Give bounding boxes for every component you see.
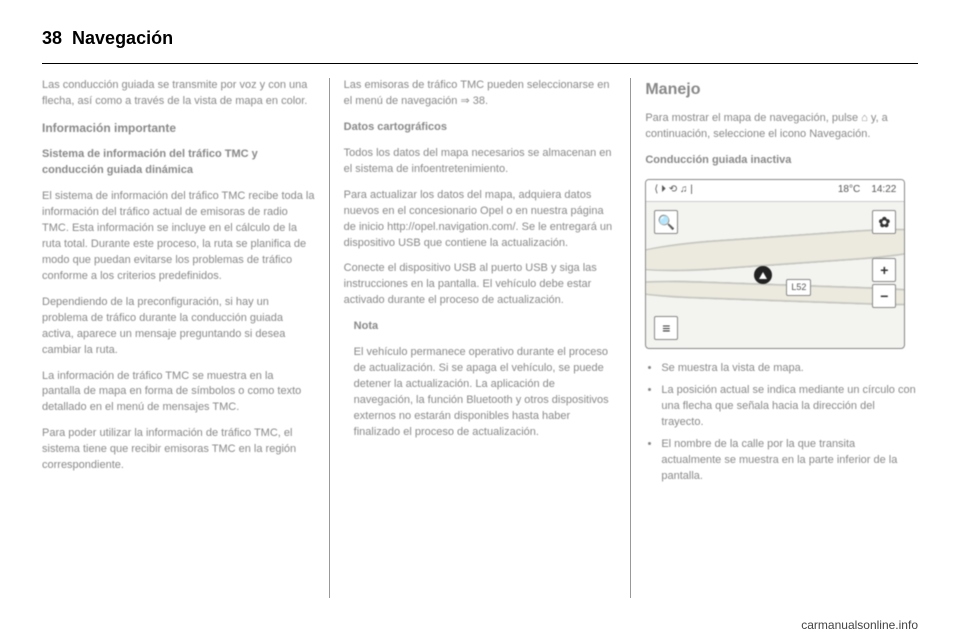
zoom-out-button[interactable]: − [872, 284, 896, 308]
topbar-left-icons: ⟨ ⏵ ⟲ ♫ | [654, 183, 693, 198]
temp-label: 18°C [838, 184, 860, 195]
note-box: Nota El vehículo permanece operativo dur… [344, 319, 617, 441]
route-label: L52 [786, 279, 811, 296]
c2-p3: Para actualizar los datos del mapa, adqu… [344, 188, 617, 252]
manual-page: 38 Navegación Las conducción guiada se t… [0, 0, 960, 612]
c2-sub1: Datos cartográficos [344, 120, 617, 136]
bullet-2: La posición actual se indica mediante un… [661, 383, 918, 431]
c2-p4: Conecte el dispositivo USB al puerto USB… [344, 261, 617, 309]
c3-p1: Para mostrar el mapa de navegación, puls… [645, 111, 918, 143]
page-header: 38 Navegación [42, 28, 918, 49]
c2-p2: Todos los datos del mapa necesarios se a… [344, 146, 617, 178]
map-figure: ⟨ ⏵ ⟲ ♫ | 18°C 14:22 L52 🔍 ✿ + − ≡ [645, 179, 905, 349]
menu-button[interactable]: ≡ [654, 316, 678, 340]
c1-p4: La información de tráfico TMC se muestra… [42, 369, 315, 417]
columns-container: Las conducción guiada se transmite por v… [42, 78, 918, 598]
zoom-in-button[interactable]: + [872, 258, 896, 282]
search-button[interactable]: 🔍 [654, 210, 678, 234]
bullet-3: El nombre de la calle por la que transit… [661, 437, 918, 485]
header-rule [42, 63, 918, 64]
map-topbar: ⟨ ⏵ ⟲ ♫ | 18°C 14:22 [646, 180, 904, 202]
minus-icon: − [880, 286, 888, 306]
page-title: Navegación [72, 28, 173, 49]
c3-sub1: Conducción guiada inactiva [645, 153, 918, 169]
c1-sub2: Sistema de información del tráfico TMC y… [42, 147, 315, 179]
column-3: Manejo Para mostrar el mapa de navegació… [631, 78, 918, 598]
c1-p1: Las conducción guiada se transmite por v… [42, 78, 315, 110]
road-2 [645, 278, 905, 308]
page-number: 38 [42, 28, 62, 49]
time-label: 14:22 [871, 184, 896, 195]
gear-icon: ✿ [878, 212, 890, 232]
current-position-icon [754, 266, 772, 284]
settings-button[interactable]: ✿ [872, 210, 896, 234]
c1-sub1: Información importante [42, 120, 315, 137]
topbar-right: 18°C 14:22 [838, 183, 897, 198]
column-2: Las emisoras de tráfico TMC pueden selec… [330, 78, 631, 598]
column-1: Las conducción guiada se transmite por v… [42, 78, 329, 598]
c2-p1: Las emisoras de tráfico TMC pueden selec… [344, 78, 617, 110]
topbar-icons: ⟨ ⏵ ⟲ ♫ | [654, 183, 693, 198]
bullet-1: Se muestra la vista de mapa. [661, 361, 918, 377]
bullet-list: Se muestra la vista de mapa. La posición… [645, 361, 918, 485]
road-1 [645, 223, 905, 277]
menu-icon: ≡ [662, 318, 670, 338]
footer-link: carmanualsonline.info [801, 618, 918, 632]
note-label: Nota [354, 319, 617, 335]
c1-p3: Dependiendo de la preconfiguración, si h… [42, 295, 315, 359]
note-text: El vehículo permanece operativo durante … [354, 345, 617, 441]
search-icon: 🔍 [658, 212, 675, 232]
c3-head: Manejo [645, 78, 918, 101]
c1-p2: El sistema de información del tráfico TM… [42, 189, 315, 285]
plus-icon: + [880, 260, 888, 280]
c1-p5: Para poder utilizar la información de tr… [42, 426, 315, 474]
